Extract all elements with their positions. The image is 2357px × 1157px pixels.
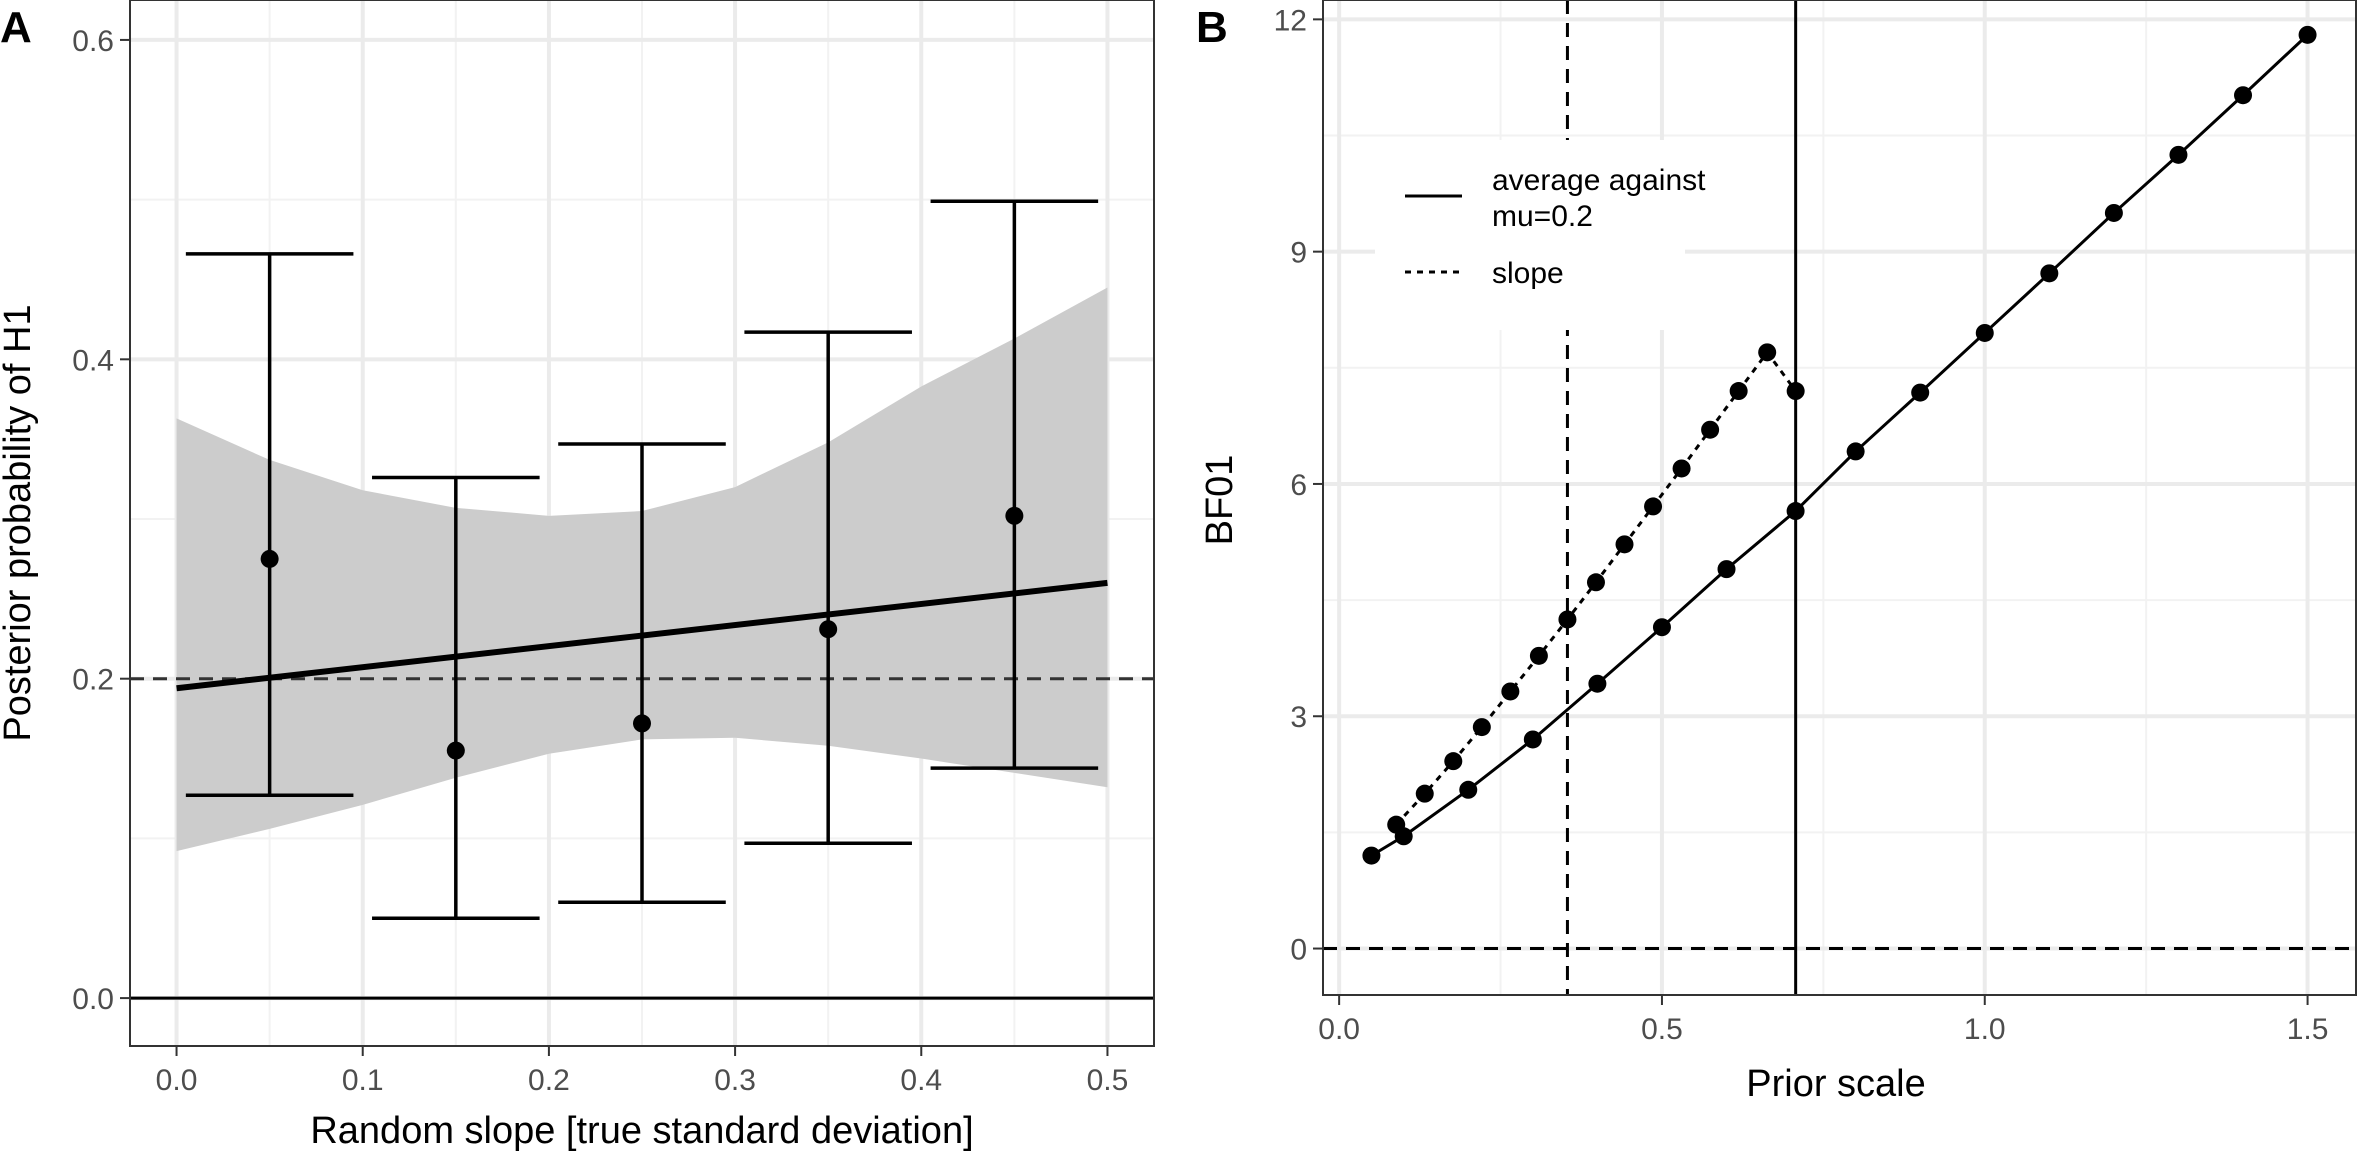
legend-label-average-line-1: average against <box>1492 164 1706 197</box>
data-point <box>633 714 651 733</box>
data-point-average <box>2040 264 2059 283</box>
data-point <box>260 549 279 568</box>
y-tick-label: 0 <box>1290 934 1307 967</box>
data-point-slope <box>1586 573 1605 592</box>
panel-a-y-ticks: 0.0 0.2 0.4 0.6 <box>72 25 130 1016</box>
panel-a-x-ticks: 0.0 0.1 0.2 0.3 0.4 0.5 <box>156 1046 1129 1097</box>
data-point-average <box>2234 86 2253 105</box>
panel-b: average against mu=0.2 slope 0.0 0.5 1.0 1.… <box>1196 0 2357 1105</box>
data-point-slope <box>1644 497 1663 516</box>
panel-a-error-bars <box>185 199 1099 920</box>
data-point-average <box>1459 780 1478 799</box>
x-tick-label: 0.5 <box>1641 1013 1683 1046</box>
data-point-slope <box>1786 382 1805 401</box>
x-tick-label: 1.5 <box>2287 1013 2329 1046</box>
data-point <box>819 620 838 639</box>
data-point-slope <box>1701 420 1720 439</box>
y-tick-label: 0.0 <box>72 983 114 1016</box>
panel-b-major-grid <box>1323 0 2356 995</box>
data-point-average <box>1846 442 1865 461</box>
panel-b-label: B <box>1196 3 1228 52</box>
panel-b-y-axis-title: BF01 <box>1199 455 1241 546</box>
data-point-average <box>1523 730 1542 749</box>
panel-b-x-axis-title: Prior scale <box>1746 1063 1926 1105</box>
x-tick-label: 0.4 <box>900 1064 942 1097</box>
y-tick-label: 0.4 <box>72 344 114 377</box>
data-point-slope <box>1672 459 1691 478</box>
panel-a: 0.0 0.1 0.2 0.3 0.4 0.5 0.0 0.2 0.4 0.6 A Random… <box>0 0 1155 1152</box>
panel-b-y-ticks: 0 3 6 9 12 <box>1274 4 1323 967</box>
y-tick-label: 3 <box>1290 701 1307 734</box>
data-point-slope <box>1558 610 1577 629</box>
x-tick-label: 0.3 <box>714 1064 756 1097</box>
data-point-slope <box>1529 646 1548 665</box>
data-point-average <box>1975 323 1994 342</box>
x-tick-label: 0.0 <box>156 1064 198 1097</box>
x-tick-label: 1.0 <box>1964 1013 2006 1046</box>
x-tick-label: 0.5 <box>1087 1064 1129 1097</box>
data-point-slope <box>1758 343 1777 362</box>
y-tick-label: 12 <box>1274 4 1307 37</box>
series-line-average <box>1370 33 2309 857</box>
x-tick-label: 0.0 <box>1318 1013 1360 1046</box>
data-point-average <box>1717 560 1736 579</box>
y-tick-label: 6 <box>1290 469 1307 502</box>
panel-a-frame <box>129 0 1155 1047</box>
x-tick-label: 0.2 <box>528 1064 570 1097</box>
data-point-average <box>2169 145 2188 164</box>
data-point <box>446 741 465 760</box>
panel-b-series <box>1362 25 2317 865</box>
x-tick-label: 0.1 <box>342 1064 384 1097</box>
data-point-average <box>1362 846 1381 865</box>
legend-box <box>1375 140 1685 330</box>
data-point-slope <box>1501 682 1520 701</box>
data-point-slope <box>1472 718 1491 737</box>
panel-a-label: A <box>0 3 32 52</box>
y-tick-label: 9 <box>1290 237 1307 270</box>
data-point-slope <box>1444 752 1463 771</box>
data-point-average <box>2104 203 2123 222</box>
data-point-average <box>2298 25 2317 44</box>
data-point-average <box>1786 502 1805 521</box>
legend-label-slope: slope <box>1492 257 1564 290</box>
data-point-slope <box>1615 535 1634 554</box>
data-point-slope <box>1387 815 1406 834</box>
y-tick-label: 0.2 <box>72 664 114 697</box>
y-tick-label: 0.6 <box>72 25 114 58</box>
panel-b-x-ticks: 0.0 0.5 1.0 1.5 <box>1318 995 2328 1046</box>
panel-b-frame <box>1322 0 2357 996</box>
legend: average against mu=0.2 slope <box>1405 164 1706 290</box>
legend-label-average-line-2: mu=0.2 <box>1492 200 1593 233</box>
data-point-average <box>1911 383 1930 402</box>
panel-a-y-axis-title: Posterior probability of H1 <box>0 304 39 741</box>
panel-a-x-axis-title: Random slope [true standard deviation] <box>310 1110 973 1152</box>
data-point <box>1005 506 1024 525</box>
data-point-slope <box>1415 784 1434 803</box>
data-point-slope <box>1729 382 1748 401</box>
data-point-average <box>1652 618 1671 637</box>
panel-a-points <box>260 506 1024 760</box>
data-point-average <box>1588 674 1607 693</box>
